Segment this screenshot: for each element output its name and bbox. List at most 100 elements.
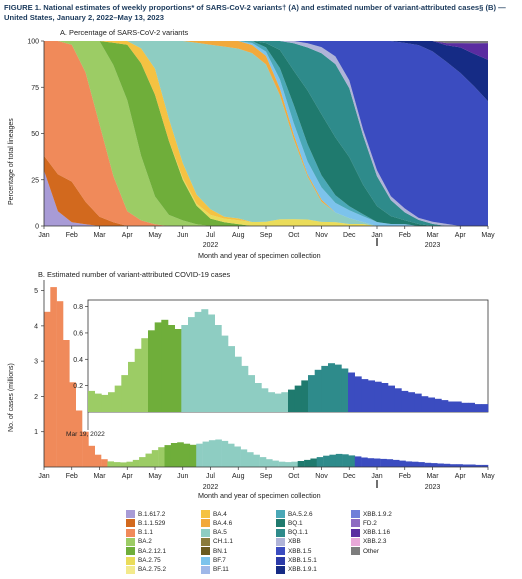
inset-bar <box>201 309 209 412</box>
inset-bar <box>468 402 475 412</box>
case-bar <box>449 464 457 467</box>
panel-a-xlabel: Month and year of specimen collection <box>198 251 321 260</box>
case-bar <box>50 287 57 467</box>
area-series-ba-5 <box>44 41 488 226</box>
panel-b-xtick-label: Feb <box>399 473 411 480</box>
case-bar <box>151 450 159 467</box>
inset-ytick-label: 0.8 <box>73 304 83 311</box>
legend-label: XBB.1.5.1 <box>288 557 317 564</box>
panel-a-ytick-label: 50 <box>31 131 39 138</box>
legend-item: CH.1.1 <box>201 537 233 546</box>
case-bar <box>145 453 153 467</box>
panel-b-xtick-label: May <box>481 473 495 480</box>
inset-bar <box>148 330 155 412</box>
area-series-bq-1-1 <box>44 41 488 226</box>
figure-title: FIGURE 1. National estimates of weekly p… <box>4 3 506 22</box>
legend-label: BQ.1.1 <box>288 529 308 537</box>
inset-bar <box>294 385 302 412</box>
case-bar <box>215 439 222 467</box>
inset-bar <box>141 338 149 412</box>
case-bar <box>107 461 114 467</box>
area-series-ba-4 <box>44 41 488 226</box>
case-bar <box>430 463 438 467</box>
case-bar <box>227 443 235 467</box>
legend-item: BQ.1 <box>276 519 303 528</box>
inset-bar <box>428 397 435 412</box>
inset-bar <box>314 369 322 412</box>
inset-bar <box>281 392 289 412</box>
inset-bar <box>401 390 409 412</box>
panel-a-ytick-label: 0 <box>35 224 39 231</box>
legend-item: BA.2.75.2 <box>126 565 166 574</box>
legend-swatch <box>276 510 285 518</box>
legend-swatch <box>201 528 210 537</box>
panel-a-xtick-label: Jun <box>177 232 188 239</box>
panel-b-title: B. Estimated number of variant-attribute… <box>38 270 231 279</box>
legend-label: BF.11 <box>213 566 229 574</box>
panel-b-year-label: 2023 <box>425 484 441 491</box>
inset-bar <box>328 363 335 412</box>
case-bar <box>177 442 184 467</box>
legend-item: B.1.1 <box>126 528 153 537</box>
case-bar <box>418 462 425 467</box>
case-bar <box>272 460 279 467</box>
legend-swatch <box>201 519 210 528</box>
panel-a-xtick-label: Apr <box>122 232 134 239</box>
legend-label: XBB.2.3 <box>363 538 387 546</box>
inset-bar <box>194 311 202 412</box>
case-bar <box>266 459 273 467</box>
panel-b-xtick-label: Mar <box>93 473 106 480</box>
legend-label: BQ.1 <box>288 519 303 527</box>
case-bar <box>380 458 387 467</box>
panel-a-xtick-label: Mar <box>93 232 106 239</box>
panel-a-xtick-label: Feb <box>66 232 78 239</box>
inset-bar <box>394 388 402 412</box>
panel-a-year-label: 2023 <box>425 242 441 249</box>
case-bar <box>348 455 356 467</box>
legend-label: B.1.1 <box>138 529 153 537</box>
case-bar <box>335 453 343 467</box>
case-bar <box>208 440 216 467</box>
legend-item: XBB.2.3 <box>351 537 387 546</box>
legend-swatch <box>201 547 210 556</box>
case-bar <box>354 456 362 467</box>
panel-b-ytick-label: 2 <box>34 394 38 401</box>
case-bar <box>323 455 330 467</box>
legend-item: BA.2.12.1 <box>126 547 166 556</box>
inset-bar <box>414 393 422 412</box>
case-bar <box>329 454 336 467</box>
legend-swatch <box>126 547 135 556</box>
legend-swatch <box>276 519 285 528</box>
case-bar <box>56 301 64 467</box>
panel-a-xtick-label: Jan <box>371 232 382 239</box>
inset-bar <box>381 383 389 412</box>
area-series-xbb-1-5 <box>44 41 488 226</box>
panel-b-ytick-label: 5 <box>34 288 38 295</box>
panel-b-chart: 1 2 3 4 5 Jan Feb Mar Apr May Jun Jul Aug Sep Oct Nov De… <box>34 280 495 491</box>
case-bar <box>361 457 368 467</box>
legend-swatch <box>351 510 360 518</box>
inset-bar <box>228 346 235 412</box>
legend-label: XBB.1.5 <box>288 547 312 555</box>
area-series-other <box>44 41 488 44</box>
inset-bar <box>341 368 349 412</box>
legend-item: BF.7 <box>201 556 226 565</box>
inset-bar <box>168 325 175 412</box>
legend-item: BQ.1.1 <box>276 528 308 537</box>
legend-label: BA.2 <box>138 538 152 546</box>
case-bar <box>69 382 76 467</box>
panel-a-xtick-label: Feb <box>399 232 411 239</box>
inset-bar <box>241 365 249 412</box>
case-bar <box>469 464 476 467</box>
inset-bar <box>94 393 102 412</box>
legend-swatch <box>126 510 135 518</box>
case-bar <box>170 443 178 467</box>
inset-bar <box>481 404 489 412</box>
inset-bar <box>188 317 195 412</box>
legend-item: BA.2 <box>126 537 152 546</box>
inset-bar <box>301 380 309 412</box>
legend-item: BN.1 <box>201 547 227 556</box>
inset-bar <box>408 392 415 412</box>
legend-swatch <box>126 519 135 528</box>
legend-label: FD.2 <box>363 519 377 527</box>
